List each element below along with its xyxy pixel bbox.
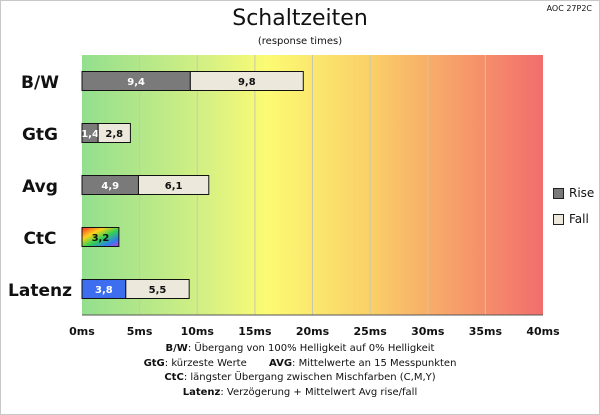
data-label-rise: 9,4 [127, 77, 145, 88]
note-text: : Übergang von 100% Helligkeit auf 0% He… [187, 343, 435, 354]
x-tick-label: 40ms [526, 325, 560, 338]
category-label: B/W [21, 73, 59, 93]
data-label-rise: 1,4 [81, 129, 99, 140]
note-line-ctc: CtC: längster Übergang zwischen Mischfar… [0, 371, 600, 386]
bar-fall [137, 175, 210, 195]
note-line-gtg-avg: GtG: kürzeste Werte AVG: Mittelwerte an … [0, 357, 600, 372]
x-tick-label: 0ms [69, 325, 95, 338]
note-term: AVG [269, 357, 293, 369]
legend: Rise Fall [553, 180, 594, 232]
data-label-fall: 5,5 [149, 285, 167, 296]
model-label: AOC 27P2C [546, 4, 592, 13]
data-label-fall: 2,8 [105, 129, 123, 140]
legend-swatch-fall [553, 213, 564, 225]
note-text: : Verzögerung + Mittelwert Avg rise/fall [220, 386, 418, 398]
category-label: Avg [22, 177, 58, 197]
category-label: CtC [23, 229, 56, 249]
x-tick-label: 5ms [127, 325, 153, 338]
data-label-rise: 3,8 [95, 285, 113, 296]
chart-notes: B/W: Übergang von 100% Helligkeit auf 0%… [0, 342, 600, 400]
category-label: Latenz [8, 281, 72, 301]
data-label-fall: 6,1 [165, 181, 183, 192]
note-term: Latenz [182, 386, 221, 398]
note-text: : Mittelwerte an 15 Messpunkten [292, 357, 457, 369]
bar-rise [81, 227, 120, 247]
note-line-bw: B/W: Übergang von 100% Helligkeit auf 0%… [0, 342, 600, 357]
x-tick-label: 25ms [353, 325, 387, 338]
bar-fall [97, 123, 131, 143]
legend-label-rise: Rise [569, 186, 595, 200]
note-term: GtG [143, 357, 165, 369]
chart-subtitle: (response times) [257, 36, 343, 47]
legend-item-rise: Rise [553, 180, 594, 206]
x-tick-label: 15ms [238, 325, 272, 338]
note-term: B/W [165, 343, 188, 354]
note-text: : kürzeste Werte [164, 357, 247, 369]
legend-label-fall: Fall [569, 212, 589, 226]
x-tick-label: 30ms [411, 325, 445, 338]
data-label-rise: 4,9 [101, 181, 119, 192]
chart-title: Schaltzeiten [232, 6, 368, 31]
data-label-rise: 3,2 [92, 233, 110, 244]
bar-fall [125, 279, 190, 299]
note-text: : längster Übergang zwischen Mischfarben… [183, 372, 436, 383]
legend-item-fall: Fall [553, 206, 594, 232]
category-label: GtG [22, 125, 58, 145]
data-label-fall: 9,8 [238, 77, 256, 88]
note-term: CtC [164, 372, 184, 383]
legend-swatch-rise [553, 187, 564, 199]
x-tick-label: 20ms [296, 325, 330, 338]
note-line-latenz: Latenz: Verzögerung + Mittelwert Avg ris… [0, 386, 600, 401]
x-tick-label: 10ms [181, 325, 215, 338]
x-tick-label: 35ms [469, 325, 503, 338]
bar-fall [189, 71, 304, 91]
